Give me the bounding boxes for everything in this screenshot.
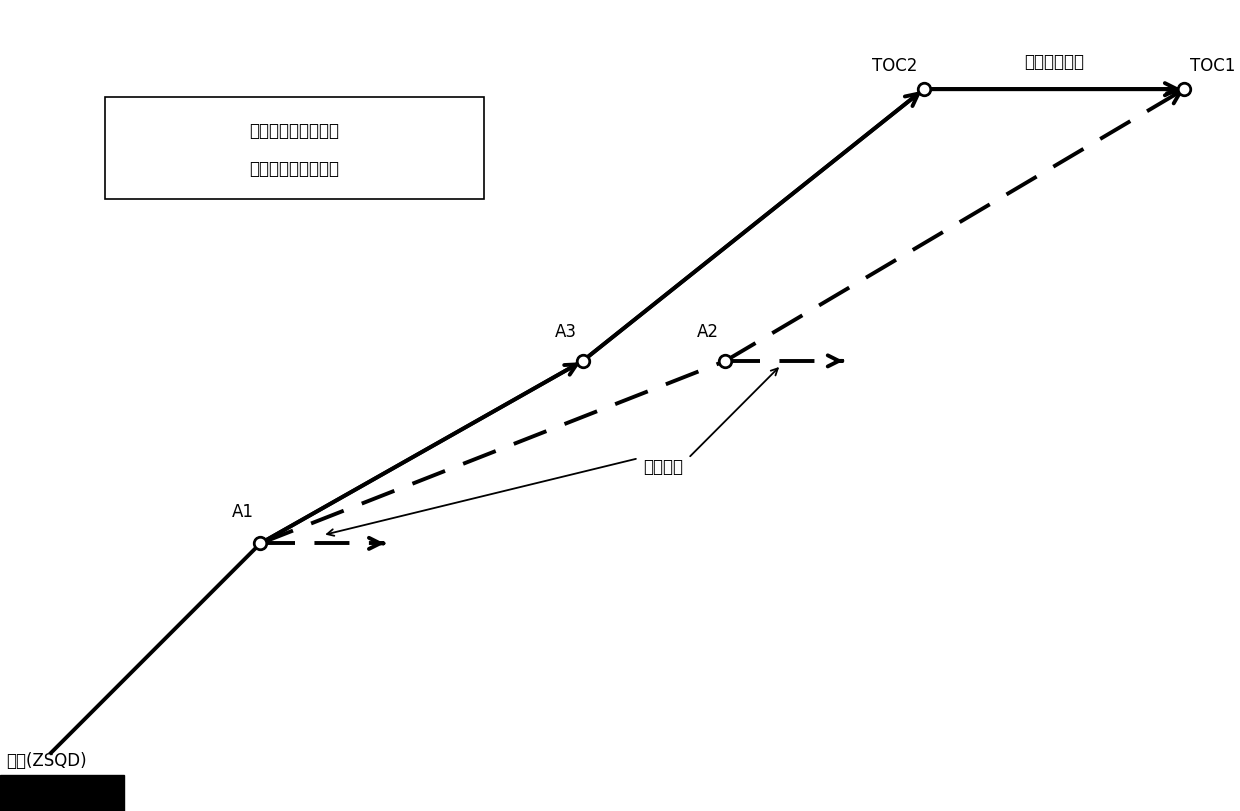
Text: A3: A3 bbox=[554, 323, 577, 341]
Text: TOC2: TOC2 bbox=[872, 57, 918, 75]
Text: A1: A1 bbox=[232, 503, 254, 521]
Bar bbox=[0, 775, 124, 811]
Text: TOC1: TOC1 bbox=[1190, 57, 1236, 75]
Text: A2: A2 bbox=[697, 323, 719, 341]
Text: 实线为连续爬升模式: 实线为连续爬升模式 bbox=[249, 122, 340, 140]
Text: 虚线为传统爬升模式: 虚线为传统爬升模式 bbox=[249, 160, 340, 178]
Text: 初始巡航高度: 初始巡航高度 bbox=[1024, 54, 1084, 71]
Text: 跑道(ZSQD): 跑道(ZSQD) bbox=[6, 753, 87, 770]
Text: 平飞航段: 平飞航段 bbox=[644, 458, 683, 476]
FancyBboxPatch shape bbox=[105, 97, 484, 199]
